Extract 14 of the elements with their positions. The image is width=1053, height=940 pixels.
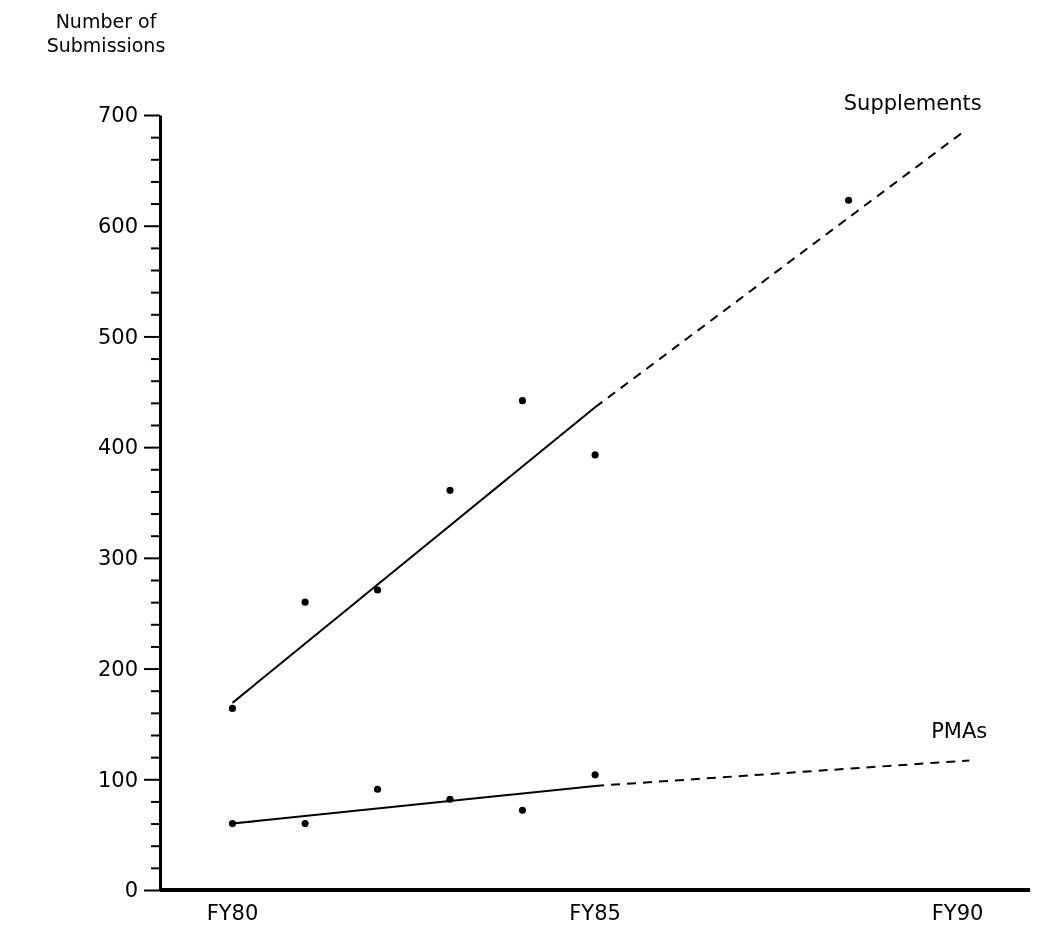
y-axis-title: Number of Submissions bbox=[46, 10, 166, 56]
series-label: Supplements bbox=[843, 90, 982, 115]
y-tick-label: 0 bbox=[124, 878, 138, 903]
y-tick-label: 500 bbox=[97, 324, 138, 349]
y-tick-label: 300 bbox=[97, 546, 138, 571]
series-label: PMAs bbox=[931, 719, 988, 744]
y-tick-label: 600 bbox=[97, 213, 138, 238]
x-tick-label: FY85 bbox=[569, 901, 621, 925]
x-tick-label: FY80 bbox=[206, 901, 259, 925]
y-tick-label: 100 bbox=[97, 767, 138, 792]
y-tick-label: 200 bbox=[97, 656, 138, 681]
x-tick-label: FY90 bbox=[931, 901, 984, 925]
y-tick-label: 700 bbox=[97, 103, 138, 128]
y-tick-label: 400 bbox=[97, 435, 138, 460]
